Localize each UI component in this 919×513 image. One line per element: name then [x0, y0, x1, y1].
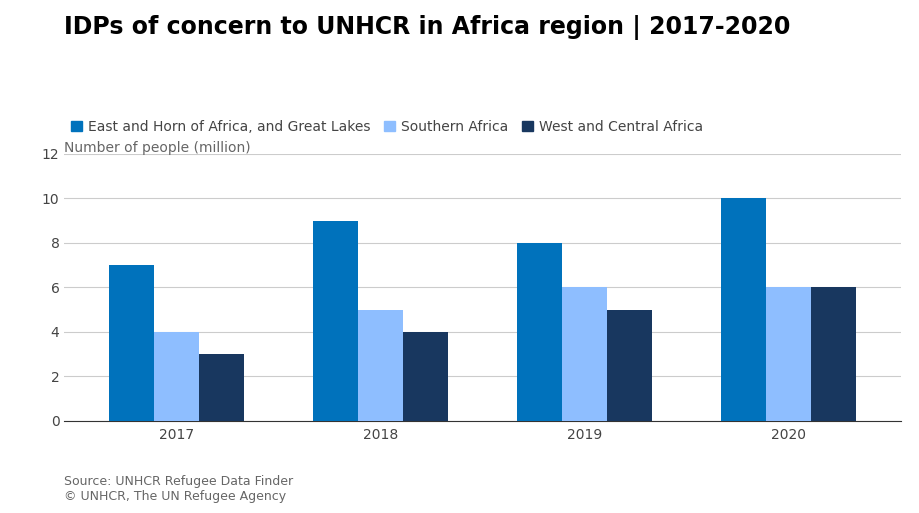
Text: IDPs of concern to UNHCR in Africa region | 2017-2020: IDPs of concern to UNHCR in Africa regio… — [64, 15, 790, 41]
Bar — [403, 332, 448, 421]
Bar — [721, 199, 766, 421]
Bar — [607, 309, 652, 421]
Bar — [154, 332, 199, 421]
Bar — [109, 265, 154, 421]
Bar — [766, 287, 811, 421]
Text: Source: UNHCR Refugee Data Finder
© UNHCR, The UN Refugee Agency: Source: UNHCR Refugee Data Finder © UNHC… — [64, 475, 293, 503]
Bar — [313, 221, 358, 421]
Bar — [358, 309, 403, 421]
Bar — [562, 287, 607, 421]
Text: Number of people (million): Number of people (million) — [64, 141, 251, 155]
Bar — [517, 243, 562, 421]
Legend: East and Horn of Africa, and Great Lakes, Southern Africa, West and Central Afri: East and Horn of Africa, and Great Lakes… — [72, 120, 703, 134]
Bar — [199, 354, 244, 421]
Bar — [811, 287, 856, 421]
